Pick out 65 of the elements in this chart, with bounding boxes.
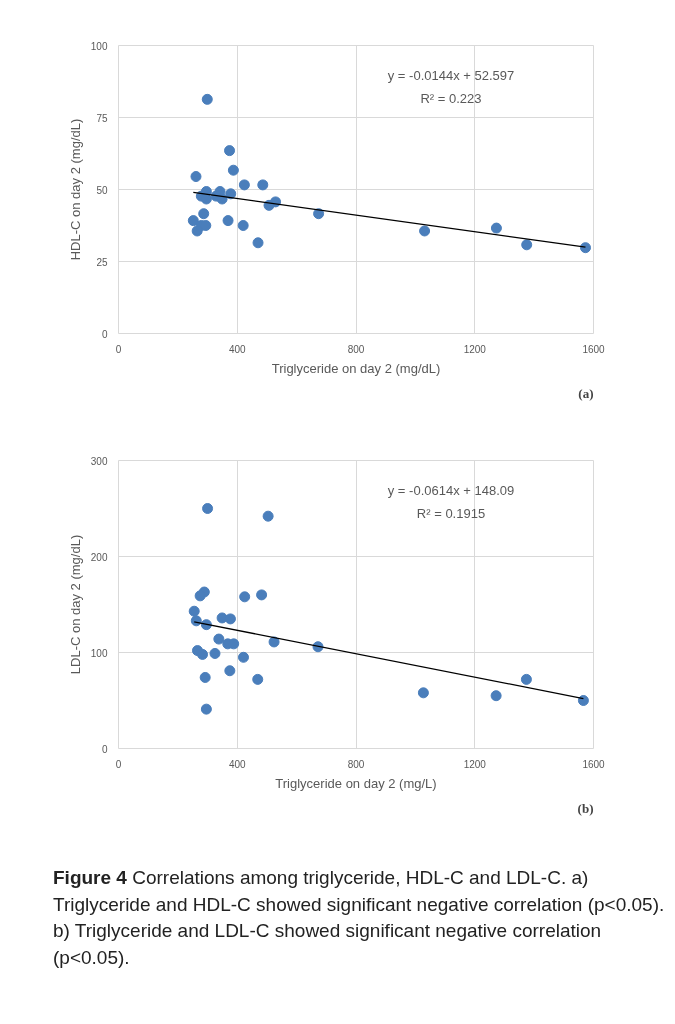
point — [197, 648, 209, 660]
point — [237, 220, 249, 231]
y-tick-label: 200 — [90, 551, 108, 563]
point — [239, 591, 251, 603]
point — [198, 208, 210, 220]
point — [238, 179, 250, 191]
point — [257, 179, 269, 191]
x-axis-title: Triglyceride on day 2 (mg/dL) — [271, 360, 441, 376]
point — [194, 590, 206, 602]
point — [268, 636, 280, 648]
point — [209, 647, 221, 659]
annotation: y = -0.0614x + 148.09 — [387, 482, 515, 498]
point — [191, 225, 203, 237]
point — [213, 633, 225, 645]
x-tick-label: 1200 — [463, 758, 487, 770]
y-axis-title: LDL-C on day 2 (mg/dL) — [67, 534, 83, 675]
x-tick-label: 800 — [347, 343, 365, 355]
point — [227, 164, 239, 176]
y-tick-label: 100 — [90, 40, 108, 52]
y-tick-label: 0 — [101, 328, 108, 340]
point — [520, 673, 532, 685]
point — [579, 242, 591, 254]
point — [188, 605, 200, 617]
point — [224, 145, 236, 157]
point — [490, 690, 502, 702]
point — [190, 171, 202, 183]
caption: Figure 4 Correlations among triglyceride, HDL-C and LDL-C. a) Triglyceride and HDL-C showed significant negative correlation (p<0.05). b) Triglyceride and LDL-C showed significant negative correlation (p<0.05). — [53, 866, 666, 970]
point — [417, 687, 429, 699]
point — [237, 651, 249, 663]
point — [419, 225, 431, 237]
y-tick-label: 25 — [96, 256, 108, 268]
point — [224, 665, 236, 677]
x-tick-label: 800 — [347, 758, 365, 770]
annotation: y = -0.0144x + 52.597 — [387, 67, 515, 83]
annotation: R² = 0.223 — [420, 90, 482, 106]
y-tick-label: 0 — [101, 743, 108, 755]
y-axis-title: HDL-C on day 2 (mg/dL) — [67, 118, 83, 261]
y-tick-label: 100 — [90, 647, 108, 659]
point — [577, 695, 589, 706]
x-tick-label: 1200 — [463, 343, 487, 355]
x-tick-label: 1600 — [582, 343, 606, 355]
point — [187, 215, 199, 227]
point — [256, 589, 268, 601]
point — [262, 510, 274, 522]
x-tick-label: 400 — [228, 343, 247, 355]
point — [252, 237, 264, 249]
x-tick-label: 400 — [228, 758, 247, 770]
x-tick-label: 0 — [115, 343, 122, 355]
point — [252, 673, 264, 685]
point — [199, 671, 211, 683]
point — [222, 215, 234, 227]
point — [490, 222, 502, 234]
y-tick-label: 75 — [96, 112, 108, 124]
y-tick-label: 300 — [90, 455, 108, 467]
x-tick-label: 0 — [115, 758, 122, 770]
point — [200, 703, 212, 715]
y-tick-label: 50 — [96, 184, 108, 196]
annotation: R² = 0.1915 — [416, 505, 486, 521]
point — [202, 503, 214, 514]
point — [521, 239, 533, 251]
x-tick-label: 1600 — [582, 758, 606, 770]
text: (a) — [578, 385, 594, 401]
x-axis-title: Triglyceride on day 2 (mg/L) — [275, 775, 437, 791]
point — [201, 93, 213, 105]
text: (b) — [577, 800, 594, 816]
